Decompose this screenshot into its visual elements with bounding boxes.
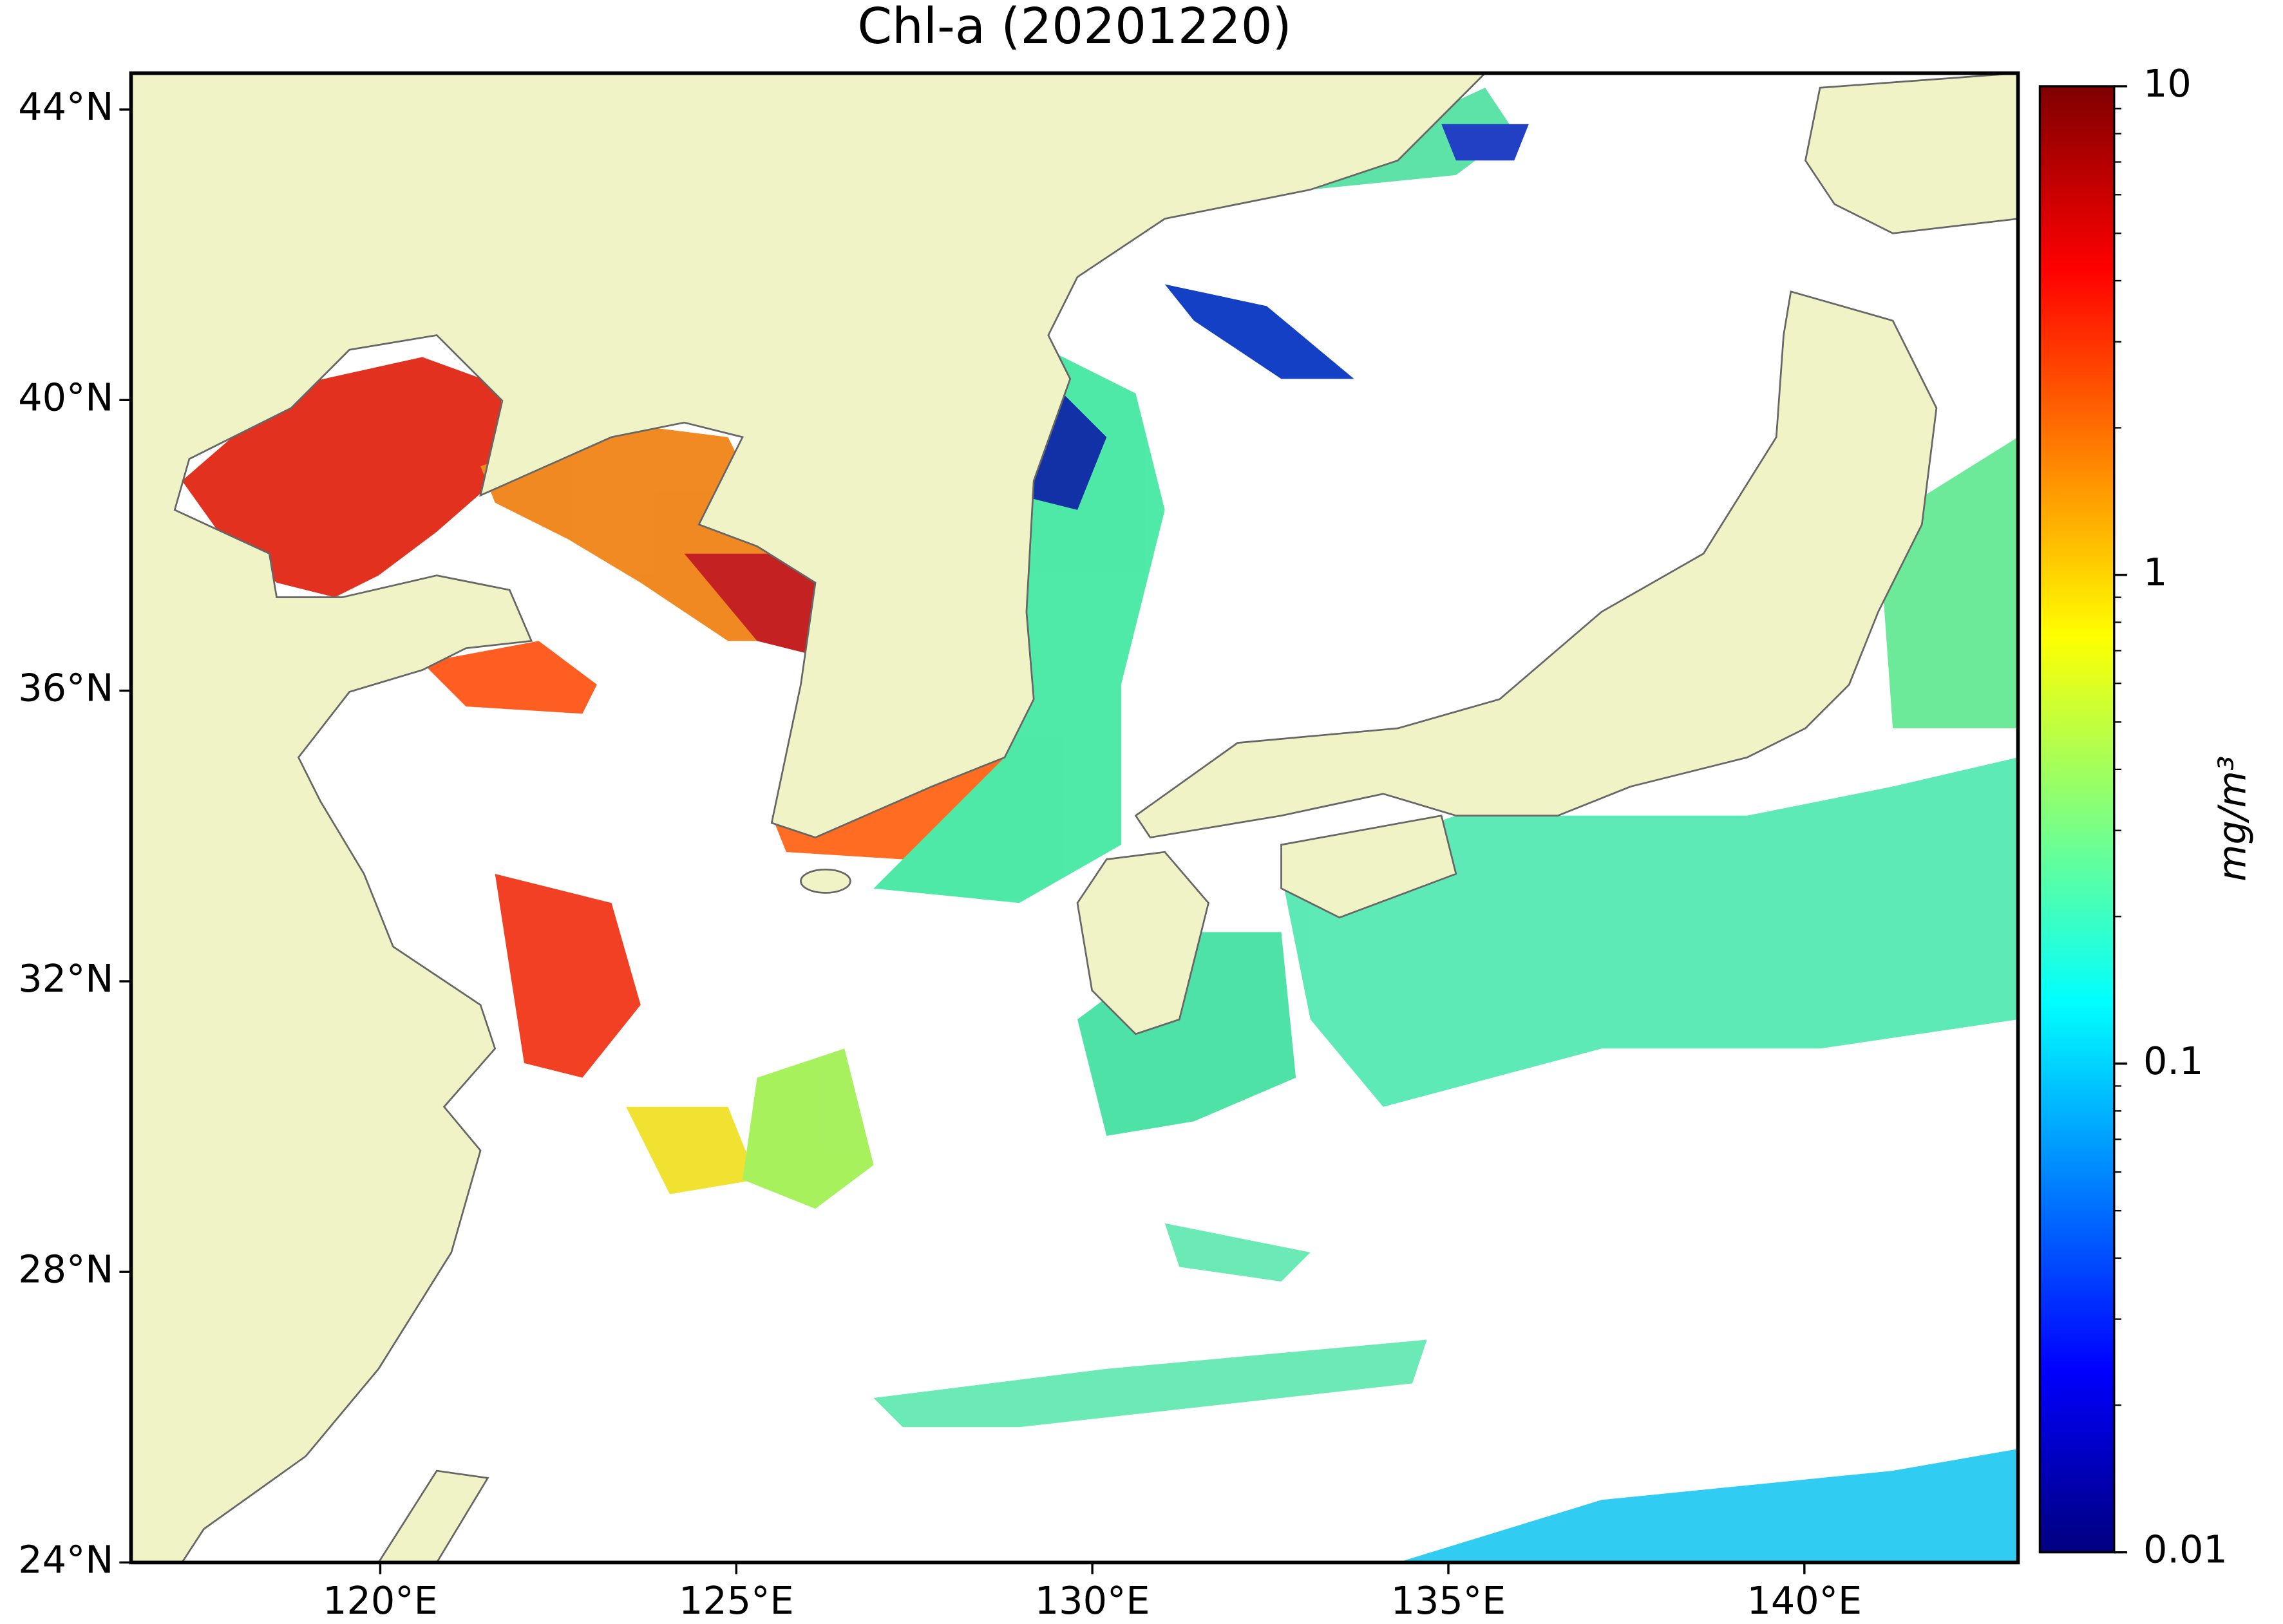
patch [1441, 124, 1529, 161]
land-hokkaido [1805, 73, 2018, 234]
patch [684, 553, 837, 656]
y-tick-label: 40°N [18, 375, 113, 419]
colorbar-tick-label: 10 [2143, 61, 2192, 106]
y-tick-label: 36°N [18, 666, 113, 710]
map-title: Chl-a (20201220) [857, 0, 1291, 55]
land-asia [131, 73, 1486, 1563]
x-tick-label: 140°E [1747, 1578, 1862, 1623]
y-tick-label: 44°N [18, 84, 113, 129]
patch [873, 350, 1165, 903]
x-tick-label: 135°E [1391, 1578, 1506, 1623]
land-jeju [800, 868, 851, 894]
colorbar-tick-label: 1 [2143, 550, 2167, 594]
land-honshu [1134, 290, 1938, 839]
patch [743, 1048, 874, 1209]
land-kyushu [1076, 851, 1209, 1035]
land-taiwan [377, 1469, 489, 1563]
patch [422, 641, 597, 714]
map-frame [129, 71, 2020, 1565]
colorbar-tick-label: 0.01 [2143, 1527, 2228, 1572]
patch [1281, 757, 2018, 1107]
axes: 120°E 125°E 130°E 135°E 140°E 24°N 28°N 32°N 36°… [18, 61, 2228, 1623]
patch [1397, 1449, 2018, 1563]
y-tick-label: 32°N [18, 956, 113, 1001]
x-tick-label: 120°E [323, 1578, 438, 1623]
land-shikoku [1280, 815, 1457, 919]
colorbar-tick-label: 0.1 [2143, 1039, 2203, 1083]
map-area [131, 73, 2018, 1563]
patch [495, 874, 641, 1078]
patch [873, 1223, 1427, 1428]
y-tick-label: 24°N [18, 1538, 113, 1582]
colorbar-label: mg/m³ [2210, 756, 2255, 882]
patch [1164, 284, 1354, 379]
x-tick-label: 130°E [1035, 1578, 1150, 1623]
x-tick-label: 125°E [679, 1578, 794, 1623]
colorbar [2038, 85, 2116, 1554]
y-tick-label: 28°N [18, 1247, 113, 1291]
